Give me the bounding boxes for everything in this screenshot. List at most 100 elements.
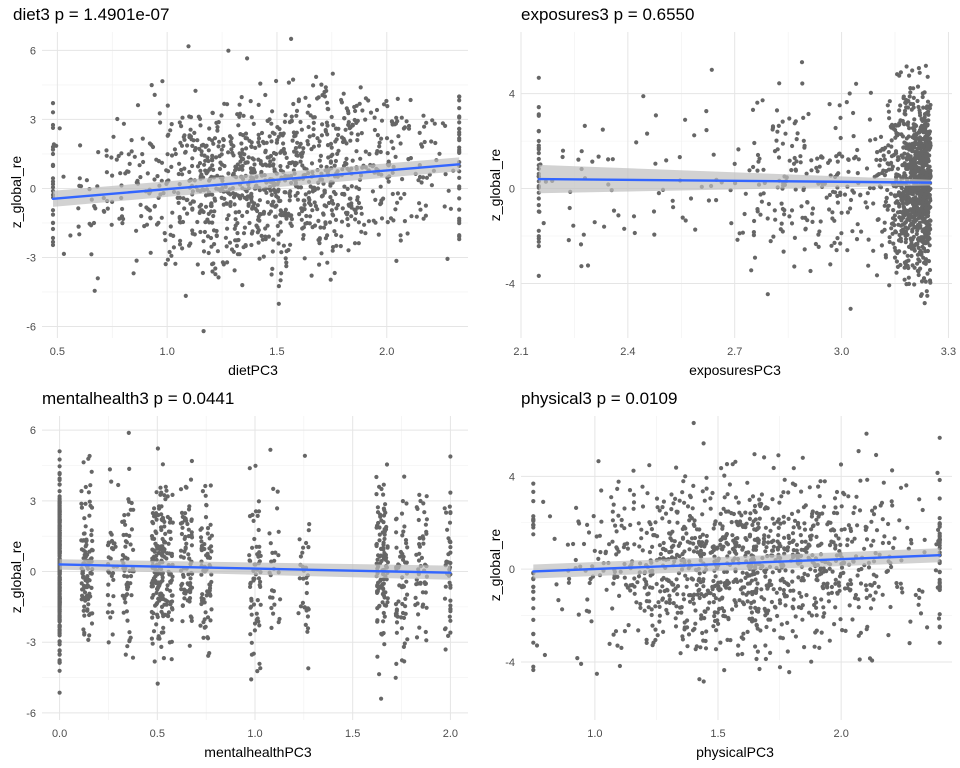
data-point	[169, 153, 175, 158]
data-point	[210, 269, 215, 274]
data-point	[169, 617, 174, 622]
data-point	[905, 253, 910, 258]
data-point	[323, 221, 328, 226]
data-point	[170, 492, 175, 497]
data-point	[207, 651, 212, 656]
data-point	[371, 218, 376, 223]
data-point	[393, 602, 399, 607]
data-point	[934, 542, 939, 547]
data-point	[915, 268, 921, 273]
data-point	[898, 103, 903, 108]
data-point	[574, 505, 579, 510]
data-point	[924, 105, 929, 111]
data-point	[838, 571, 844, 577]
data-point	[203, 204, 209, 209]
data-point	[675, 592, 680, 597]
data-point	[585, 263, 591, 268]
data-point	[294, 113, 299, 118]
data-point	[125, 169, 130, 174]
data-point	[134, 180, 139, 185]
data-point	[817, 511, 822, 517]
data-point	[765, 292, 770, 297]
data-point	[88, 570, 93, 575]
panel-title: diet3 p = 1.4901e-07	[13, 5, 169, 24]
data-point	[375, 505, 380, 510]
data-point	[189, 518, 194, 524]
data-point	[871, 201, 876, 206]
data-point	[294, 161, 299, 166]
data-point	[150, 510, 155, 516]
data-point	[735, 579, 740, 585]
data-point	[531, 532, 536, 537]
data-point	[179, 587, 184, 592]
data-point	[274, 151, 279, 157]
data-point	[240, 150, 245, 155]
data-point	[911, 158, 916, 163]
data-point	[257, 256, 262, 261]
data-point	[536, 203, 541, 208]
data-point	[164, 587, 170, 592]
data-point	[826, 599, 832, 604]
data-point	[385, 545, 390, 550]
data-point	[215, 249, 220, 254]
data-point	[231, 191, 236, 196]
data-point	[833, 190, 838, 195]
data-point	[576, 519, 581, 524]
data-point	[885, 204, 890, 209]
data-point	[228, 203, 233, 208]
data-point	[257, 550, 262, 555]
data-point	[287, 213, 292, 218]
data-point	[215, 173, 220, 178]
data-point	[297, 144, 302, 149]
data-point	[247, 553, 252, 558]
data-point	[131, 547, 136, 553]
data-point	[379, 216, 385, 221]
data-point	[150, 519, 155, 525]
data-point	[278, 278, 283, 283]
data-point	[457, 94, 462, 99]
data-point	[215, 128, 220, 133]
data-point	[326, 107, 331, 112]
data-point	[702, 498, 707, 503]
data-point	[149, 581, 154, 586]
data-point	[903, 229, 909, 234]
data-point	[762, 568, 767, 574]
data-point	[603, 551, 608, 556]
data-point	[80, 538, 85, 543]
data-point	[217, 139, 222, 144]
points	[57, 430, 453, 701]
data-point	[835, 590, 840, 595]
data-point	[657, 508, 662, 513]
data-point	[158, 120, 163, 125]
data-point	[667, 550, 672, 555]
data-point	[374, 492, 379, 497]
data-point	[712, 614, 717, 619]
data-point	[240, 193, 245, 198]
data-point	[400, 533, 405, 538]
data-point	[421, 536, 426, 541]
data-point	[424, 605, 429, 610]
data-point	[169, 164, 174, 169]
data-point	[902, 250, 907, 255]
data-point	[240, 147, 245, 152]
data-point	[179, 124, 184, 129]
data-point	[385, 151, 390, 156]
data-point	[851, 510, 856, 516]
data-point	[683, 117, 688, 122]
data-point	[405, 231, 410, 236]
data-point	[632, 542, 637, 547]
data-point	[166, 169, 171, 174]
data-point	[199, 526, 204, 531]
data-point	[733, 544, 738, 549]
data-point	[295, 197, 300, 202]
data-point	[531, 499, 536, 504]
data-point	[255, 669, 260, 674]
data-point	[57, 690, 62, 695]
data-point	[673, 496, 678, 501]
data-point	[891, 545, 896, 551]
data-point	[793, 634, 799, 639]
data-point	[698, 548, 704, 553]
data-point	[111, 577, 116, 583]
data-point	[282, 119, 287, 124]
